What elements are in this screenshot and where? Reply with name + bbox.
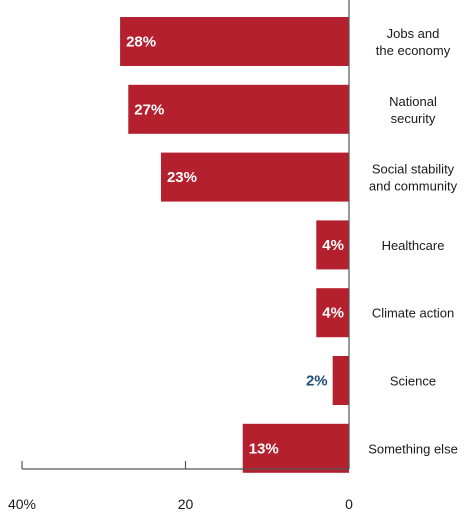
bar [242, 423, 349, 473]
category-label-line: Climate action [372, 306, 454, 321]
category-label-line: National [389, 94, 437, 109]
x-tick-label: 40% [8, 496, 36, 512]
category-labels: Jobs and the economy National security Socia… [368, 26, 458, 456]
category-label-line: Social stability [372, 162, 455, 177]
category-label: Jobs and the economy [376, 26, 451, 58]
bar [332, 356, 349, 405]
x-tick-label: 20 [178, 496, 194, 512]
category-label-line: Something else [368, 441, 458, 456]
bar-value-label: 4% [322, 237, 344, 254]
bar [160, 152, 349, 202]
bar-value-label: 13% [249, 440, 279, 457]
x-axis-ticks: 40% 20 0 [8, 461, 353, 512]
category-label: Science [390, 374, 436, 389]
bars-group: 28% 27% 23% 4% 4% 2% 13% [120, 17, 349, 473]
category-label-line: Jobs and [387, 26, 440, 41]
bar [316, 220, 349, 270]
bar-value-label: 28% [126, 34, 156, 51]
category-label: Social stability and community [369, 162, 458, 194]
category-label-line: security [391, 111, 436, 126]
category-label: Healthcare [382, 238, 445, 253]
bar-value-label: 2% [306, 373, 328, 390]
category-label-line: and community [369, 179, 458, 194]
bar [316, 288, 349, 338]
x-tick-label: 0 [345, 496, 353, 512]
bar [128, 84, 349, 134]
category-label-line: Science [390, 374, 436, 389]
category-label-line: Healthcare [382, 238, 445, 253]
bar-value-label: 23% [167, 169, 197, 186]
category-label: Climate action [372, 306, 454, 321]
bar [120, 17, 349, 66]
bar-value-label: 4% [322, 305, 344, 322]
category-label: Something else [368, 441, 458, 456]
bar-value-label: 27% [134, 101, 164, 118]
category-label-line: the economy [376, 43, 451, 58]
category-label: National security [389, 94, 437, 126]
